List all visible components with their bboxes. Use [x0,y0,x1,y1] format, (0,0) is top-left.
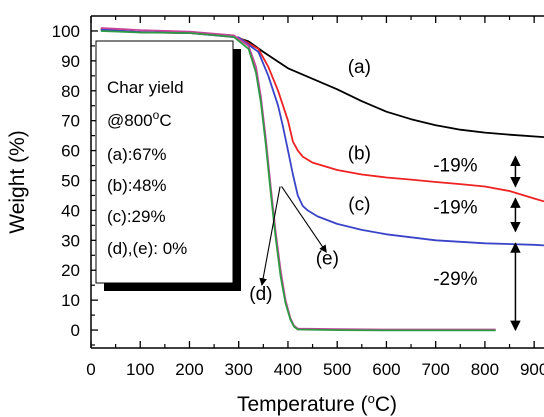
y-tick-label: 80 [61,82,80,101]
leader-arrow [259,186,281,286]
curve-label-b: (b) [348,144,371,165]
inset-line: (b):48% [107,176,167,195]
inset-line: @800oC [107,108,172,130]
y-tick-label: 90 [61,52,80,71]
axes-layer: 0 100 200 300 400 500 600 700 800 900 0 10 20 30 40 50 6… [52,15,544,379]
annotation-layer: (a) (b) (c) (e) (d) -19% -19% -29% [249,57,521,332]
curve-label-a: (a) [348,57,371,78]
x-tick-label: 400 [274,360,302,379]
y-tick-label: 70 [61,112,80,131]
weight-loss-label: -29% [433,269,477,290]
x-tick-label: 900 [520,360,544,379]
x-tick-label: 800 [471,360,499,379]
y-tick-label: 60 [61,142,80,161]
x-tick-label: 100 [126,360,154,379]
y-tick-label: 0 [71,321,80,340]
curve-label-d: (d) [249,284,272,305]
char-yield-inset: Char yield @800oC (a):67% (b):48% (c):29% (d)… [95,40,241,291]
inset-line: (d),(e): 0% [107,239,187,258]
series-layer [100,27,544,332]
x-tick-label: 700 [421,360,449,379]
x-tick-label: 200 [175,360,203,379]
inset-box [95,40,234,284]
y-tick-label: 30 [61,231,80,250]
x-tick-label: 600 [372,360,400,379]
y-tick-label: 100 [52,22,80,41]
y-tick-label: 20 [61,261,80,280]
x-tick-label: 0 [86,360,95,379]
x-axis-title: Temperature (oC) [237,391,397,416]
weight-loss-label: -19% [433,156,477,177]
curve-label-c: (c) [348,194,370,215]
y-axis-title: Weight (%) [6,130,29,233]
y-tick-label: 50 [61,172,80,191]
inset-line: Char yield [107,78,184,97]
weight-loss-label: -19% [433,197,477,218]
x-tick-label: 300 [225,360,253,379]
y-tick-label: 40 [61,201,80,220]
inset-line: (a):67% [107,145,167,164]
y-tick-label: 10 [61,291,80,310]
series-line-e [100,30,496,332]
series-line-c [100,28,544,247]
x-tick-label: 500 [323,360,351,379]
leader-arrow [281,186,327,253]
inset-line: (c):29% [107,207,166,226]
series-line-b [100,28,544,203]
curve-label-e: (e) [316,248,339,269]
